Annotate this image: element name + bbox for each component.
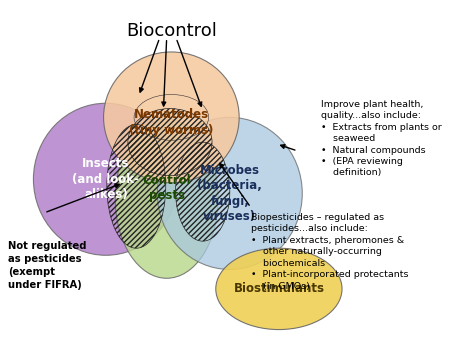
Ellipse shape [216,248,342,329]
Ellipse shape [157,118,302,269]
Text: Biocontrol: Biocontrol [126,22,217,40]
Text: Control
pests: Control pests [142,174,191,202]
Text: Not regulated
as pesticides
(exempt
under FIFRA): Not regulated as pesticides (exempt unde… [8,241,86,290]
Text: Biopesticides – regulated as
pesticides...also include:
•  Plant extracts, phero: Biopesticides – regulated as pesticides.… [251,213,408,290]
Ellipse shape [115,119,218,278]
Text: Nematodes
(tiny worms): Nematodes (tiny worms) [129,108,214,137]
Ellipse shape [34,103,178,255]
Text: Microbes
(bacteria,
fungi,
viruses): Microbes (bacteria, fungi, viruses) [197,164,262,223]
Text: Biostimulants: Biostimulants [233,282,324,295]
Ellipse shape [103,52,239,183]
Text: Insects
(and look-
alikes): Insects (and look- alikes) [73,157,139,201]
Text: Improve plant health,
quality...also include:
•  Extracts from plants or
    sea: Improve plant health, quality...also inc… [321,100,442,178]
